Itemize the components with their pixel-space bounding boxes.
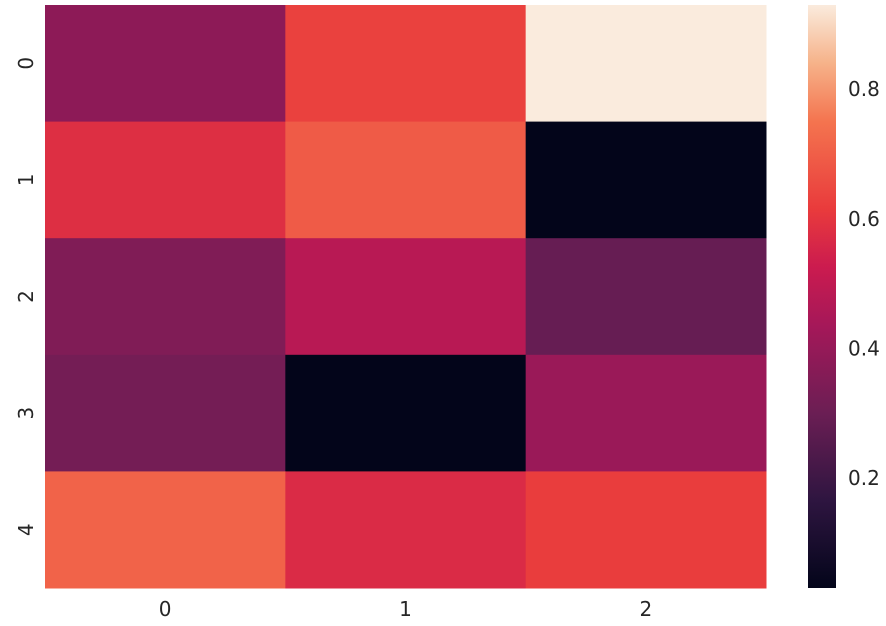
heatmap-cell-r0-c0 [45,5,286,123]
heatmap-cell-r1-c2 [525,121,767,239]
heatmap-cell-r0-c1 [285,5,527,123]
heatmap-cell-r3-c0 [45,354,286,472]
x-axis-tick-labels: 0 1 2 [159,597,652,621]
heatmap-cell-r2-c1 [285,238,527,356]
x-tick-label: 2 [639,597,652,621]
heatmap-cell-r4-c1 [285,471,527,589]
y-tick-label: 3 [14,407,38,420]
heatmap-cell-r3-c1 [285,354,527,472]
y-tick-label: 1 [14,174,38,187]
x-tick-label: 1 [399,597,412,621]
heatmap-cells [45,5,767,589]
colorbar-tick-label: 0.2 [848,466,880,490]
heatmap-cell-r1-c0 [45,121,286,239]
colorbar-tick-labels: 0.2 0.4 0.6 0.8 [848,77,880,490]
colorbar-gradient [808,5,836,588]
y-tick-label: 4 [14,523,38,536]
heatmap-cell-r2-c0 [45,238,286,356]
heatmap-cell-r2-c2 [525,238,767,356]
y-tick-label: 2 [14,290,38,303]
colorbar-tick-label: 0.8 [848,77,880,101]
heatmap-cell-r3-c2 [525,354,767,472]
colorbar-tick-label: 0.4 [848,336,880,360]
heatmap-cell-r4-c2 [525,471,767,589]
heatmap-cell-r1-c1 [285,121,527,239]
x-tick-label: 0 [159,597,172,621]
y-tick-label: 0 [14,57,38,70]
colorbar [808,5,836,588]
heatmap-cell-r0-c2 [525,5,767,123]
heatmap-cell-r4-c0 [45,471,286,589]
y-axis-tick-labels: 0 1 2 3 4 [14,57,38,536]
colorbar-tick-label: 0.6 [848,207,880,231]
